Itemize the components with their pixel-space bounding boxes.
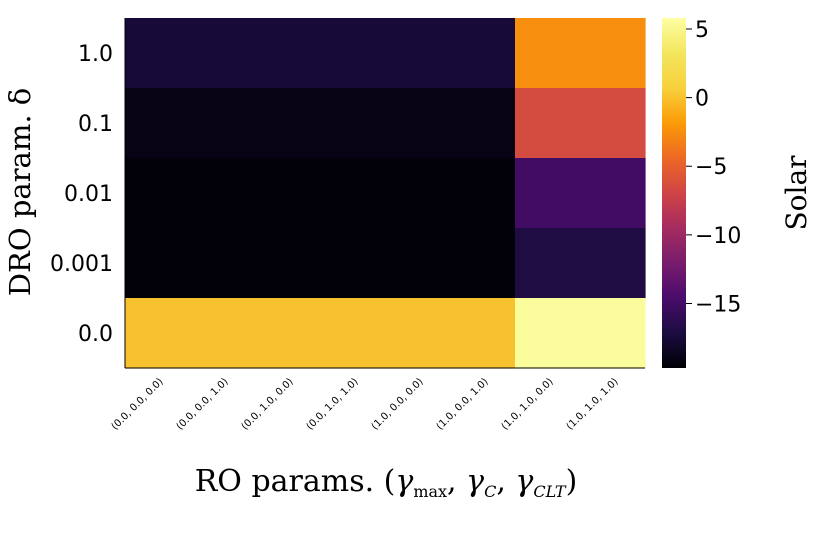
heatmap-cell (580, 228, 646, 299)
y-tick-label: 0.001 (50, 252, 113, 277)
colorbar-ticks: 5 0 −5 −10 −15 (686, 18, 741, 317)
colorbar (662, 18, 686, 368)
x-tick-label: (1.0, 1.0, 1.0) (565, 376, 621, 432)
y-tick-label: 0.01 (64, 182, 113, 207)
heatmap-cell (190, 228, 256, 299)
colorbar-tick-label: −5 (695, 155, 727, 180)
heatmap-cell (515, 158, 581, 229)
heatmap-cell (190, 298, 256, 369)
heatmap-cell (125, 158, 191, 229)
x-tick-label: (1.0, 1.0, 0.0) (500, 376, 556, 432)
colorbar-tick-label: −10 (695, 224, 741, 249)
y-tick-label: 0.1 (78, 112, 113, 137)
heatmap-cell (125, 228, 191, 299)
x-axis-label: RO params. (γmax, γC, γCLT) (195, 464, 578, 501)
heatmap-cell (385, 298, 451, 369)
x-tick-label: (0.0, 1.0, 0.0) (240, 376, 296, 432)
heatmap-cell (580, 298, 646, 369)
colorbar-tick-label: −15 (695, 292, 741, 317)
heatmap-cell (515, 18, 581, 89)
heatmap-cell (385, 158, 451, 229)
y-tick-label: 1.0 (78, 42, 113, 67)
heatmap-cell (515, 298, 581, 369)
heatmap-cell (190, 18, 256, 89)
x-tick-label: (0.0, 1.0, 1.0) (305, 376, 361, 432)
heatmap-cell (320, 298, 386, 369)
heatmap-cell (515, 88, 581, 159)
axes (124, 18, 645, 369)
heatmap-cell (450, 158, 516, 229)
heatmap-cell (255, 228, 321, 299)
heatmap-cell (320, 158, 386, 229)
heatmap-cell (255, 18, 321, 89)
y-tick-label: 0.0 (78, 322, 113, 347)
x-tick-label: (0.0, 0.0, 0.0) (110, 376, 166, 432)
heatmap-cell (385, 228, 451, 299)
heatmap-cell (580, 88, 646, 159)
x-tick-label: (0.0, 0.0, 1.0) (175, 376, 231, 432)
heatmap-cell (125, 18, 191, 89)
y-axis-label: DRO param. δ (3, 88, 37, 296)
x-tick-label: (1.0, 0.0, 0.0) (370, 376, 426, 432)
heatmap-cell (255, 88, 321, 159)
heatmap-cell (385, 18, 451, 89)
colorbar-tick-label: 5 (695, 18, 709, 43)
heatmap-cell (255, 298, 321, 369)
colorbar-label: Solar (780, 155, 813, 231)
heatmap-cell (320, 88, 386, 159)
heatmap-cell (580, 18, 646, 89)
heatmap-cell (580, 158, 646, 229)
heatmap-cell (450, 228, 516, 299)
heatmap-cell (450, 88, 516, 159)
heatmap-cell (125, 88, 191, 159)
heatmap-cell (190, 88, 256, 159)
heatmap-cell (385, 88, 451, 159)
heatmap-cell (320, 228, 386, 299)
heatmap-cells (125, 18, 646, 369)
y-tick-labels: 1.0 0.1 0.01 0.001 0.0 (50, 42, 113, 347)
heatmap-cell (320, 18, 386, 89)
x-tick-labels: (0.0, 0.0, 0.0) (0.0, 0.0, 1.0) (0.0, 1.0,… (110, 376, 621, 432)
heatmap-cell (450, 298, 516, 369)
heatmap-cell (255, 158, 321, 229)
x-tick-label: (1.0, 0.0, 1.0) (435, 376, 491, 432)
colorbar-tick-label: 0 (695, 87, 709, 112)
heatmap-cell (190, 158, 256, 229)
heatmap-cell (515, 228, 581, 299)
heatmap-cell (450, 18, 516, 89)
heatmap-cell (125, 298, 191, 369)
